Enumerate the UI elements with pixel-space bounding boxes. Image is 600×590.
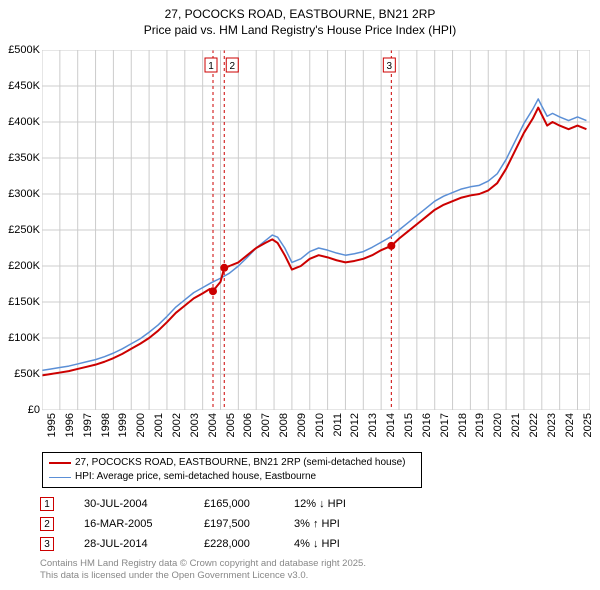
svg-text:3: 3 xyxy=(387,61,393,72)
xtick-label: 2006 xyxy=(242,413,254,437)
xtick-label: 1999 xyxy=(117,413,129,437)
sales-marker-box: 2 xyxy=(40,517,54,531)
xtick-label: 2015 xyxy=(403,413,415,437)
ytick-label: £150K xyxy=(8,296,40,308)
legend-label: HPI: Average price, semi-detached house,… xyxy=(75,470,316,484)
sales-delta: 3% ↑ HPI xyxy=(294,518,394,530)
sales-price: £228,000 xyxy=(204,538,294,550)
footer-line1: Contains HM Land Registry data © Crown c… xyxy=(40,558,366,570)
xtick-label: 2019 xyxy=(474,413,486,437)
ytick-label: £250K xyxy=(8,224,40,236)
sales-marker-box: 3 xyxy=(40,537,54,551)
xtick-label: 2025 xyxy=(582,413,594,437)
sales-marker-box: 1 xyxy=(40,497,54,511)
ytick-label: £100K xyxy=(8,332,40,344)
line-chart: 1 2 3 xyxy=(42,50,590,410)
legend: 27, POCOCKS ROAD, EASTBOURNE, BN21 2RP (… xyxy=(42,452,422,488)
ytick-label: £200K xyxy=(8,260,40,272)
ytick-label: £500K xyxy=(8,44,40,56)
xtick-label: 2024 xyxy=(564,413,576,437)
legend-label: 27, POCOCKS ROAD, EASTBOURNE, BN21 2RP (… xyxy=(75,456,406,470)
chart-title: 27, POCOCKS ROAD, EASTBOURNE, BN21 2RP P… xyxy=(0,0,600,38)
xtick-label: 2013 xyxy=(367,413,379,437)
legend-swatch xyxy=(49,477,71,478)
sales-date: 16-MAR-2005 xyxy=(84,518,204,530)
xtick-label: 2020 xyxy=(492,413,504,437)
legend-item: HPI: Average price, semi-detached house,… xyxy=(49,470,415,484)
legend-item: 27, POCOCKS ROAD, EASTBOURNE, BN21 2RP (… xyxy=(49,456,415,470)
ytick-label: £0 xyxy=(28,404,40,416)
xtick-label: 2022 xyxy=(528,413,540,437)
xtick-label: 2009 xyxy=(296,413,308,437)
sales-row: 2 16-MAR-2005£197,5003% ↑ HPI xyxy=(40,514,394,534)
xtick-label: 2018 xyxy=(457,413,469,437)
ytick-label: £400K xyxy=(8,116,40,128)
xtick-label: 2017 xyxy=(439,413,451,437)
sales-table: 1 30-JUL-2004£165,00012% ↓ HPI 2 16-MAR-200… xyxy=(40,494,394,554)
xtick-label: 2002 xyxy=(171,413,183,437)
xtick-label: 2021 xyxy=(510,413,522,437)
xtick-label: 2000 xyxy=(135,413,147,437)
sales-row: 1 30-JUL-2004£165,00012% ↓ HPI xyxy=(40,494,394,514)
xtick-label: 1995 xyxy=(46,413,58,437)
sales-price: £197,500 xyxy=(204,518,294,530)
xtick-label: 2008 xyxy=(278,413,290,437)
xtick-label: 1996 xyxy=(64,413,76,437)
xtick-label: 2023 xyxy=(546,413,558,437)
sales-price: £165,000 xyxy=(204,498,294,510)
xtick-label: 1998 xyxy=(100,413,112,437)
title-line2: Price paid vs. HM Land Registry's House … xyxy=(0,22,600,38)
xtick-label: 2005 xyxy=(225,413,237,437)
xtick-label: 2004 xyxy=(207,413,219,437)
xtick-label: 2011 xyxy=(332,413,344,437)
ytick-label: £50K xyxy=(14,368,40,380)
sales-delta: 4% ↓ HPI xyxy=(294,538,394,550)
ytick-label: £350K xyxy=(8,152,40,164)
svg-text:1: 1 xyxy=(208,61,214,72)
sales-row: 3 28-JUL-2014£228,0004% ↓ HPI xyxy=(40,534,394,554)
xtick-label: 2014 xyxy=(385,413,397,437)
ytick-label: £450K xyxy=(8,80,40,92)
ytick-label: £300K xyxy=(8,188,40,200)
xtick-label: 1997 xyxy=(82,413,94,437)
xtick-label: 2001 xyxy=(153,413,165,437)
sales-date: 28-JUL-2014 xyxy=(84,538,204,550)
xtick-label: 2007 xyxy=(260,413,272,437)
sales-date: 30-JUL-2004 xyxy=(84,498,204,510)
footer-line2: This data is licensed under the Open Gov… xyxy=(40,570,366,582)
title-line1: 27, POCOCKS ROAD, EASTBOURNE, BN21 2RP xyxy=(0,6,600,22)
sales-delta: 12% ↓ HPI xyxy=(294,498,394,510)
xtick-label: 2012 xyxy=(349,413,361,437)
footer-attribution: Contains HM Land Registry data © Crown c… xyxy=(40,558,366,582)
svg-text:2: 2 xyxy=(229,61,235,72)
xtick-label: 2003 xyxy=(189,413,201,437)
legend-swatch xyxy=(49,462,71,464)
xtick-label: 2016 xyxy=(421,413,433,437)
xtick-label: 2010 xyxy=(314,413,326,437)
chart-area: 1 2 3 xyxy=(42,50,590,410)
